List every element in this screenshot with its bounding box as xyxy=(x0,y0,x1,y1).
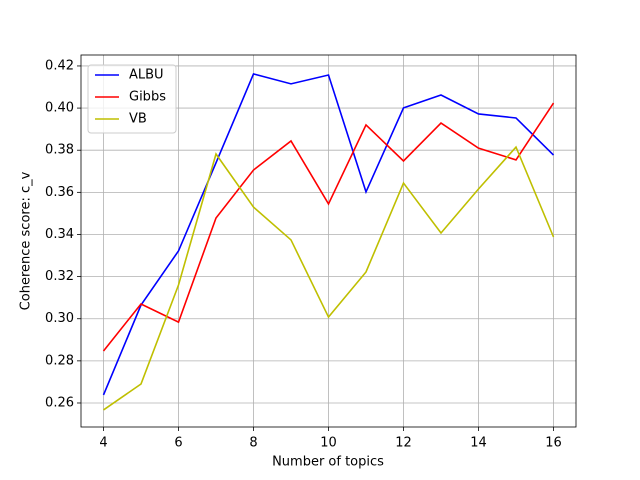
legend-label: VB xyxy=(129,112,147,127)
y-tick-label: 0.30 xyxy=(45,311,74,326)
line-series xyxy=(102,73,555,396)
legend-label: ALBU xyxy=(129,68,164,83)
y-axis-label: Coherence score: c_v xyxy=(19,171,34,310)
legend-box xyxy=(87,64,177,134)
y-tick-label: 0.38 xyxy=(45,143,74,158)
x-tick-label: 4 xyxy=(99,436,107,451)
x-axis-label: Number of topics xyxy=(272,455,384,470)
x-tick-label: 10 xyxy=(320,436,337,451)
y-tick-label: 0.36 xyxy=(45,185,74,200)
x-tick-label: 16 xyxy=(545,436,562,451)
y-tick-label: 0.26 xyxy=(45,395,74,410)
x-tick-label: 14 xyxy=(470,436,487,451)
y-tick-label: 0.28 xyxy=(45,353,74,368)
x-tick-label: 6 xyxy=(174,436,182,451)
y-tick-label: 0.34 xyxy=(45,227,74,242)
y-tick-label: 0.42 xyxy=(45,58,74,73)
x-tick-label: 8 xyxy=(249,436,257,451)
legend-label: Gibbs xyxy=(129,90,166,105)
line-series xyxy=(102,102,555,352)
axes-frame xyxy=(80,54,577,428)
line-series xyxy=(103,145,555,411)
y-tick-label: 0.32 xyxy=(45,269,74,284)
y-tick-label: 0.40 xyxy=(45,101,74,116)
x-tick-label: 12 xyxy=(395,436,412,451)
